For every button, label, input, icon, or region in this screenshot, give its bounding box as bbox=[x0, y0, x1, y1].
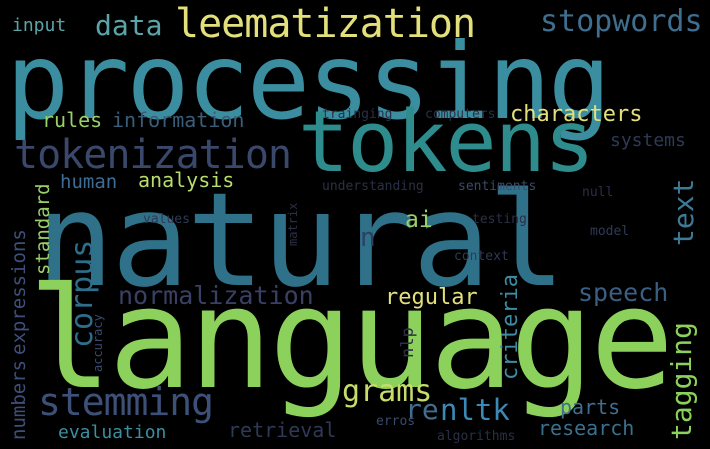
word-accuracy: accuracy bbox=[91, 314, 105, 372]
word-systems: systems bbox=[610, 130, 686, 151]
word-sentiments: sentiments bbox=[458, 179, 537, 194]
word-processing: processing bbox=[6, 21, 611, 143]
word-matrix: matrix bbox=[286, 202, 300, 246]
word-re: re bbox=[405, 393, 439, 426]
word-n: n bbox=[360, 223, 376, 253]
word-normalization: normalization bbox=[118, 281, 314, 310]
word-computers: computers bbox=[425, 107, 496, 122]
word-regular: regular bbox=[385, 285, 478, 310]
word-speech: speech bbox=[578, 278, 669, 307]
word-numbers: numbers bbox=[8, 359, 30, 440]
word-information: information bbox=[112, 108, 245, 132]
word-input: input bbox=[12, 15, 67, 36]
word-trainging: trainging bbox=[322, 107, 393, 122]
word-text: text bbox=[667, 178, 700, 246]
word-nlp: nlp bbox=[398, 327, 418, 358]
word-parts: parts bbox=[560, 395, 621, 419]
word-understanding: understanding bbox=[322, 179, 424, 194]
word-nltk: nltk bbox=[440, 393, 510, 427]
word-human: human bbox=[60, 171, 118, 193]
word-context: context bbox=[454, 249, 509, 264]
word-tokenization: tokenization bbox=[14, 132, 292, 178]
word-rules: rules bbox=[42, 108, 103, 132]
word-evaluation: evaluation bbox=[58, 422, 167, 443]
word-values: values bbox=[143, 212, 190, 227]
word-research: research bbox=[538, 416, 635, 440]
word-analysis: analysis bbox=[138, 168, 235, 192]
word-tokens: tokens bbox=[298, 93, 595, 192]
word-criteria: criteria bbox=[498, 274, 523, 380]
word-standard: standard bbox=[32, 183, 54, 275]
word-characters: characters bbox=[510, 102, 643, 127]
word-tagging: tagging bbox=[665, 321, 698, 440]
word-retrieval: retrieval bbox=[228, 418, 337, 442]
word-grams: grams bbox=[342, 374, 433, 409]
word-natural: natural bbox=[36, 164, 566, 316]
word-expressions: expressions bbox=[8, 229, 30, 355]
word-stemming: stemming bbox=[38, 380, 214, 424]
word-data: data bbox=[95, 9, 163, 42]
word-ai: ai bbox=[405, 207, 433, 233]
word-testing: testing bbox=[472, 212, 527, 227]
word-language: language bbox=[28, 258, 674, 421]
word-algorithms: algorithms bbox=[437, 429, 516, 444]
word-stopwords: stopwords bbox=[540, 4, 703, 39]
word-leematization: leematization bbox=[175, 1, 476, 47]
word-erros: erros bbox=[376, 414, 416, 429]
word-model: model bbox=[590, 224, 630, 239]
word-null: null bbox=[582, 185, 614, 200]
